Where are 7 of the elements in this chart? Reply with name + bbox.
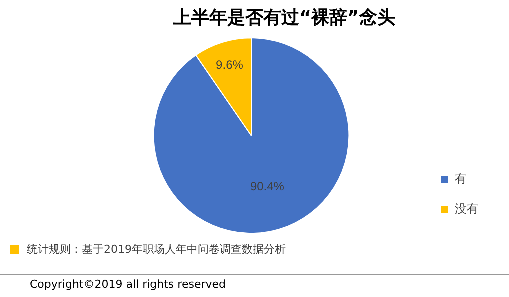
data-label: 90.4% (250, 179, 285, 194)
legend-label: 没有 (455, 202, 479, 216)
text: 统计规则：基于2019年职场人年中问卷调查数据分析 (27, 242, 286, 257)
legend-label: 有 (455, 172, 467, 186)
data-label: 9.6% (216, 58, 244, 72)
chart-title: 上半年是否有过“裸辞”念头 (172, 7, 396, 28)
text: Copyright©2019 all rights reserved (0, 274, 509, 291)
